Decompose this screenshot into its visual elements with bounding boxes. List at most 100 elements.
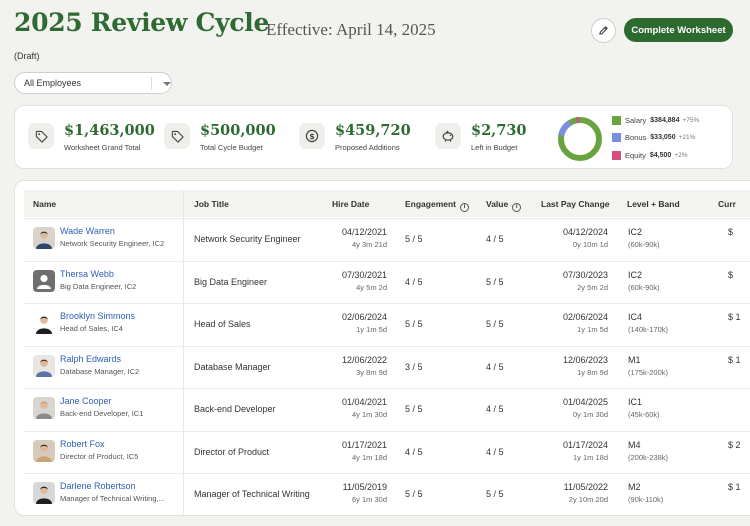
last-pay-date: 11/05/2022 (563, 482, 608, 492)
employee-name-link[interactable]: Darlene Robertson (60, 481, 136, 491)
level: M1 (628, 354, 641, 365)
employee-subtitle: Big Data Engineer, IC2 (60, 281, 137, 291)
hire-tenure: 1y 1m 5d (356, 325, 387, 334)
current-salary: $ 1 (728, 482, 741, 492)
effective-date: Effective: April 14, 2025 (266, 20, 436, 39)
job-title: Head of Sales (194, 319, 251, 329)
engagement-score: 5 / 5 (405, 404, 423, 414)
legend-pct: +21% (678, 133, 696, 141)
legend-equity: Equity $4,500 +2% (612, 150, 687, 160)
complete-worksheet-button[interactable]: Complete Worksheet (624, 18, 733, 42)
band-range: (60k-90k) (628, 240, 660, 249)
person-photo-icon (36, 231, 52, 249)
col-engagement[interactable]: Engagement i (405, 199, 470, 212)
level: M4 (628, 439, 641, 450)
employee-subtitle: Manager of Technical Writing,... (60, 494, 165, 503)
info-icon[interactable]: i (460, 203, 470, 212)
avatar (33, 312, 55, 334)
table-row[interactable]: Wade Warren Network Security Engineer, IC… (24, 218, 750, 260)
band-range: (90k-110k) (628, 495, 664, 504)
hire-tenure: 4y 3m 21d (351, 240, 387, 249)
hire-date: 07/30/2021 (341, 269, 387, 280)
legend-pct: +75% (682, 116, 700, 124)
employee-subtitle: Director of Product, IC5 (60, 451, 139, 461)
person-photo-icon (36, 443, 52, 462)
col-last-pay-change[interactable]: Last Pay Change (541, 199, 610, 209)
employee-name-link[interactable]: Ralph Edwards (60, 353, 122, 364)
col-current[interactable]: Curr (718, 199, 736, 209)
person-photo-icon (36, 401, 52, 419)
legend-salary: Salary $384,884 +75% (612, 115, 699, 125)
band-range: (140k-170k) (628, 325, 669, 334)
table-row[interactable]: Darlene Robertson Manager of Technical Wr… (24, 473, 750, 515)
table-row[interactable]: Thersa Webb Big Data Engineer, IC2 Big Dat… (24, 260, 750, 303)
employee-name-link[interactable]: Jane Cooper (60, 396, 112, 406)
employee-table: Name Job Title Hire Date Engagement i Val… (14, 180, 750, 516)
engagement-score: 5 / 5 (405, 319, 423, 329)
table-row[interactable]: Brooklyn Simmons Head of Sales, IC4 Head o… (24, 303, 750, 345)
legend-name: Equity (625, 150, 646, 160)
hire-tenure: 3y 8m 9d (356, 367, 387, 377)
value-score: 5 / 5 (486, 276, 504, 287)
employee-name-link[interactable]: Wade Warren (60, 226, 115, 236)
person-photo-icon (36, 486, 52, 504)
tag-icon (164, 123, 190, 149)
col-engagement-label: Engagement (405, 199, 457, 209)
avatar (33, 354, 55, 377)
employee-name-link[interactable]: Brooklyn Simmons (60, 311, 136, 321)
column-divider (183, 190, 184, 515)
person-placeholder-icon (37, 274, 51, 289)
col-name[interactable]: Name (33, 199, 57, 209)
current-salary: $ (728, 227, 734, 237)
table-row[interactable]: Ralph Edwards Database Manager, IC2 Databa… (24, 345, 750, 388)
table-row[interactable]: Jane Cooper Back-end Developer, IC1 Back-e… (24, 388, 750, 430)
employee-name-link[interactable]: Thersa Webb (60, 268, 114, 279)
engagement-score: 5 / 5 (405, 489, 423, 499)
job-title: Director of Product (194, 446, 270, 457)
hire-tenure: 4y 1m 18d (351, 452, 387, 462)
col-hire-date[interactable]: Hire Date (332, 199, 370, 209)
stat-value: $500,000 (200, 122, 276, 139)
hire-tenure: 6y 1m 30d (351, 495, 387, 504)
job-title: Network Security Engineer (194, 234, 301, 244)
hire-date: 12/06/2022 (341, 354, 387, 365)
info-icon[interactable]: i (512, 203, 522, 212)
avatar (33, 439, 55, 462)
chevron-down-icon[interactable] (163, 82, 171, 86)
tag-icon (28, 123, 54, 149)
band-range: (200k-238k) (628, 452, 669, 462)
edit-button[interactable] (591, 18, 616, 43)
table-row[interactable]: Robert Fox Director of Product, IC5 Direct… (24, 430, 750, 473)
employee-filter-select[interactable]: All Employees (14, 72, 172, 94)
col-job-title[interactable]: Job Title (194, 199, 229, 209)
col-level-band[interactable]: Level + Band (627, 199, 680, 209)
engagement-score: 5 / 5 (405, 234, 423, 244)
last-pay-date: 07/30/2023 (562, 269, 608, 280)
job-title: Back-end Developer (194, 404, 276, 414)
hire-date: 01/04/2021 (341, 397, 387, 407)
last-pay-date: 12/06/2023 (562, 354, 608, 365)
avatar (33, 269, 55, 292)
employee-subtitle: Database Manager, IC2 (60, 366, 140, 376)
avatar (33, 227, 55, 249)
stat-label: Proposed Additions (335, 143, 400, 152)
pencil-icon (599, 26, 608, 35)
employee-name-link[interactable]: Robert Fox (60, 438, 105, 449)
job-title: Database Manager (194, 361, 271, 372)
value-score: 5 / 5 (486, 489, 504, 499)
legend-amount: $4,500 (649, 151, 672, 159)
last-pay-duration: 0y 10m 1d (572, 240, 608, 249)
legend-amount: $384,884 (650, 116, 680, 124)
job-title: Manager of Technical Writing (194, 489, 310, 499)
last-pay-duration: 1y 1m 18d (572, 452, 608, 462)
person-photo-icon (36, 316, 52, 334)
col-value[interactable]: Value i (486, 199, 522, 212)
hire-date: 11/05/2019 (342, 482, 387, 492)
last-pay-duration: 0y 1m 30d (572, 410, 608, 419)
budget-donut-chart (558, 117, 602, 161)
svg-text:$: $ (309, 132, 315, 141)
status-draft: (Draft) (14, 51, 40, 61)
level: IC2 (628, 227, 643, 237)
employee-subtitle: Back-end Developer, IC1 (60, 409, 144, 418)
legend-amount: $33,050 (650, 133, 676, 141)
